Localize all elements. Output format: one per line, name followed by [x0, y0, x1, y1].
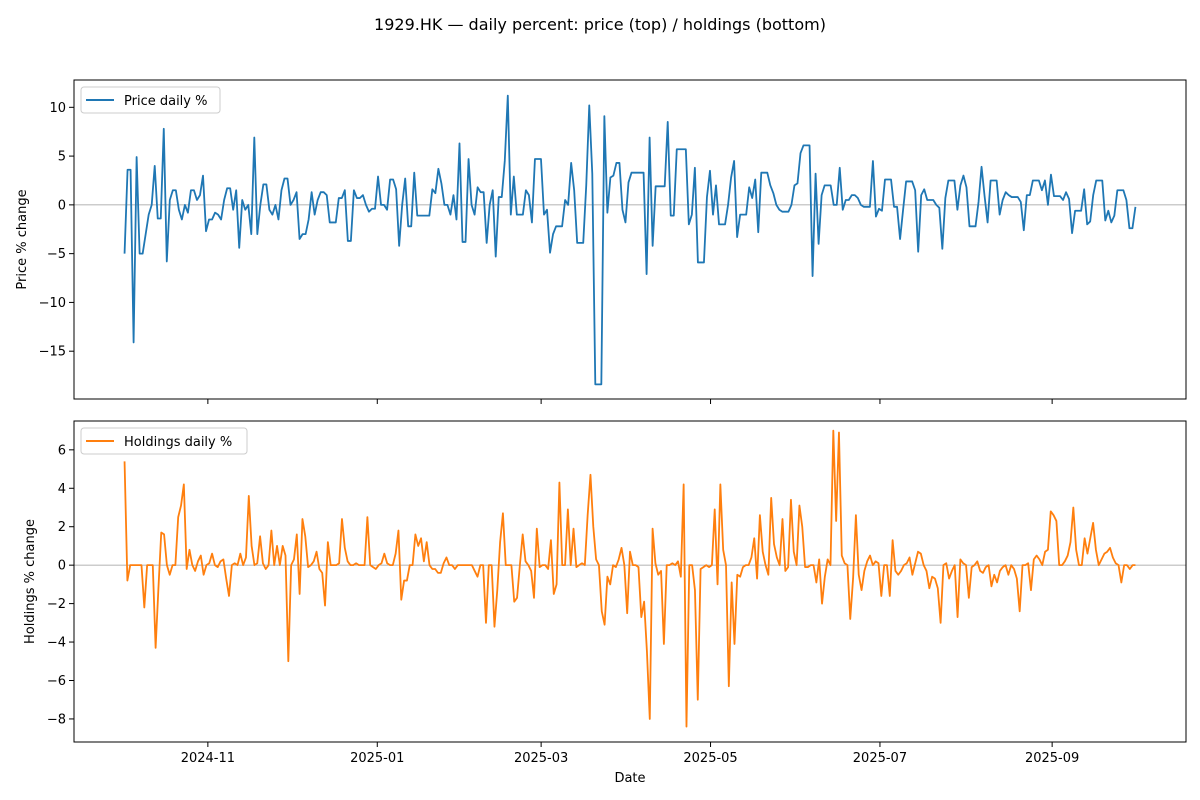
holdings-ytick-label: −2	[47, 597, 66, 612]
price-ytick-label: 5	[58, 150, 66, 165]
holdings-xtick-label: 2024-11	[181, 751, 235, 766]
holdings-ytick-label: −8	[47, 712, 66, 727]
holdings-legend: Holdings daily %	[80, 427, 248, 455]
holdings-series-line	[123, 429, 1136, 728]
holdings-ytick-label: −4	[47, 636, 66, 651]
price-legend-box	[80, 86, 221, 114]
holdings-xtick-label: 2025-09	[1025, 751, 1079, 766]
price-series-line	[123, 94, 1137, 386]
holdings-ytick-label: 2	[58, 520, 66, 535]
figure-title: 1929.HK — daily percent: price (top) / h…	[374, 15, 826, 34]
price-ytick-label: −15	[39, 345, 66, 360]
price-y-axis-label: Price % change	[15, 189, 30, 289]
holdings-y-axis-label: Holdings % change	[23, 519, 38, 644]
price-legend-label: Price daily %	[124, 94, 207, 109]
holdings-legend-box	[80, 427, 248, 455]
holdings-plot-area	[74, 421, 1186, 742]
price-legend: Price daily %	[80, 86, 221, 114]
holdings-axes-frame	[73, 420, 1187, 743]
holdings-ytick-label: 4	[58, 482, 66, 497]
price-ytick-label: −5	[47, 247, 66, 262]
holdings-xtick-label: 2025-01	[350, 751, 404, 766]
holdings-ytick-label: −6	[47, 674, 66, 689]
holdings-ytick-label: 6	[58, 443, 66, 458]
price-axes-frame	[73, 79, 1187, 400]
x-axis-label: Date	[614, 771, 645, 786]
price-ytick-label: 0	[58, 198, 66, 213]
price-ytick-label: 10	[49, 101, 66, 116]
holdings-legend-label: Holdings daily %	[124, 435, 232, 450]
holdings-xtick-label: 2025-05	[683, 751, 737, 766]
holdings-panel: −8 −6 −4 −2 0 2 4 6 2024-11 2025-01 2025-03 2025-0…	[23, 420, 1187, 786]
holdings-xtick-label: 2025-03	[514, 751, 568, 766]
price-ytick-label: −10	[39, 296, 66, 311]
holdings-xtick-label: 2025-07	[853, 751, 907, 766]
price-panel: −15 −10 −5 0 5 10 Price % change Price daily …	[15, 79, 1187, 404]
holdings-ytick-label: 0	[58, 559, 66, 574]
price-plot-area	[74, 80, 1186, 399]
